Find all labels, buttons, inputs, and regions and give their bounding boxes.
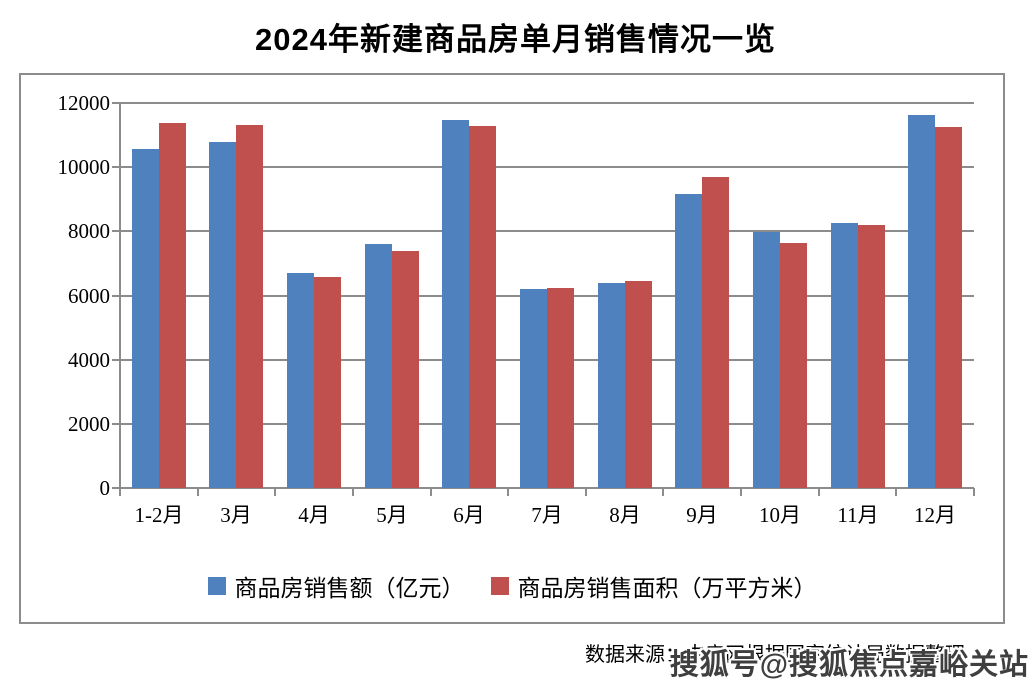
gridline-y-10000: [120, 166, 974, 168]
y-tick: [112, 487, 120, 489]
legend-item-sales-amount: 商品房销售额（亿元）: [207, 569, 465, 603]
gridline-y-12000: [120, 102, 974, 104]
bar-sales-area: [935, 127, 962, 488]
y-axis-label: 2000: [68, 412, 110, 436]
x-tick: [895, 488, 897, 496]
bar-sales-area: [780, 243, 807, 488]
y-tick: [112, 102, 120, 104]
bar-sales-area: [469, 126, 496, 488]
gridline-y-8000: [120, 230, 974, 232]
legend-label: 商品房销售额（亿元）: [234, 576, 465, 601]
y-axis-line: [119, 103, 121, 490]
y-tick: [112, 230, 120, 232]
y-tick: [112, 295, 120, 297]
x-axis-label: 9月: [686, 503, 718, 527]
bar-sales-amount: [753, 232, 780, 488]
x-axis-line: [120, 487, 974, 489]
y-tick: [112, 166, 120, 168]
bar-sales-amount: [908, 115, 935, 488]
chart-area: 0 2000 4000 6000 8000 10000 12000 1-2月 3月 4月 5月 6月 7…: [19, 73, 1005, 624]
bar-sales-amount: [209, 142, 236, 488]
bar-sales-amount: [132, 149, 159, 488]
x-axis-label: 7月: [531, 503, 563, 527]
x-tick: [197, 488, 199, 496]
x-axis-label: 6月: [453, 503, 485, 527]
x-axis-label: 12月: [914, 503, 956, 527]
bar-sales-amount: [831, 223, 858, 488]
bar-sales-amount: [598, 283, 625, 488]
legend-label: 商品房销售面积（万平方米）: [517, 576, 817, 601]
bar-sales-amount: [287, 273, 314, 488]
bar-sales-amount: [365, 244, 392, 488]
watermark: 搜狐号@搜狐焦点嘉峪关站: [669, 649, 1029, 679]
y-tick: [112, 359, 120, 361]
bar-sales-area: [702, 177, 729, 488]
y-axis-label: 6000: [68, 284, 110, 308]
x-tick: [740, 488, 742, 496]
bar-sales-amount: [520, 289, 547, 488]
plot-area: 0 2000 4000 6000 8000 10000 12000 1-2月 3月 4月 5月 6月 7…: [21, 75, 1003, 622]
x-axis-label: 5月: [376, 503, 408, 527]
x-axis-label: 4月: [298, 503, 330, 527]
source-note: 数据来源：中房网根据国家统计局数据整理: [585, 644, 965, 666]
y-axis-label: 0: [99, 476, 111, 500]
chart-title: 2024年新建商品房单月销售情况一览: [255, 22, 776, 57]
x-tick: [585, 488, 587, 496]
bar-sales-area: [858, 225, 885, 488]
legend-swatch-icon: [490, 577, 509, 595]
bar-sales-area: [392, 251, 419, 488]
x-axis-label: 1-2月: [134, 503, 184, 527]
bar-sales-area: [236, 125, 263, 488]
y-axis-label: 10000: [57, 155, 111, 179]
x-tick: [973, 488, 975, 496]
x-tick: [352, 488, 354, 496]
x-tick: [430, 488, 432, 496]
bar-sales-amount: [442, 120, 469, 488]
bar-sales-area: [314, 277, 341, 488]
bar-sales-area: [159, 123, 186, 488]
y-axis-label: 4000: [68, 348, 110, 372]
bar-sales-area: [625, 281, 652, 488]
x-axis-label: 11月: [837, 503, 879, 527]
x-tick: [818, 488, 820, 496]
y-tick: [112, 423, 120, 425]
x-axis-label: 8月: [609, 503, 641, 527]
y-axis-label: 8000: [68, 219, 110, 243]
x-tick: [662, 488, 664, 496]
legend-item-sales-area: 商品房销售面积（万平方米）: [490, 569, 817, 603]
bar-sales-area: [547, 288, 574, 488]
x-tick: [119, 488, 121, 496]
x-axis-label: 10月: [759, 503, 801, 527]
x-tick: [274, 488, 276, 496]
y-axis-label: 12000: [57, 91, 111, 115]
x-tick: [507, 488, 509, 496]
x-axis-label: 3月: [220, 503, 252, 527]
legend: 商品房销售额（亿元） 商品房销售面积（万平方米）: [21, 569, 1003, 603]
legend-swatch-icon: [207, 577, 226, 595]
bar-sales-amount: [675, 194, 702, 488]
